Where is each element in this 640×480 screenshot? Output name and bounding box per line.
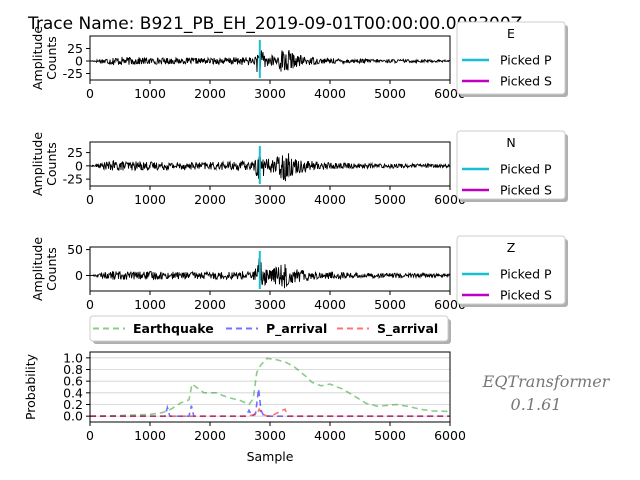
x-tick-label: 4000 bbox=[314, 86, 346, 101]
series-s-arrival bbox=[90, 407, 450, 418]
data-layer bbox=[90, 357, 450, 418]
x-tick-label: 3000 bbox=[254, 192, 286, 207]
y-tick-label: 50 bbox=[67, 242, 83, 257]
axes-frame bbox=[89, 246, 451, 292]
x-tick-label: 4000 bbox=[314, 297, 346, 312]
legend-entry: Picked P bbox=[500, 162, 552, 177]
x-tick-label: 6000 bbox=[434, 428, 466, 443]
legend-entry: P_arrival bbox=[266, 321, 327, 337]
legend-entry: Picked S bbox=[500, 74, 552, 89]
y-tick-label: -25 bbox=[63, 172, 83, 187]
legend-box bbox=[456, 235, 566, 305]
legend-title: E bbox=[507, 26, 515, 41]
figure-title: Trace Name: B921_PB_EH_2019-09-01T00:00:… bbox=[27, 14, 522, 34]
y-tick-label: 0.8 bbox=[63, 362, 83, 377]
x-tick-label: 0 bbox=[86, 192, 94, 207]
credit-line-1: EQTransformer bbox=[482, 372, 611, 391]
x-tick-label: 5000 bbox=[374, 192, 406, 207]
subplot-1: 0 1000 2000 3000 4000 5000 6000-25025Amplitude… bbox=[30, 21, 568, 101]
legend: Z Picked P Picked S bbox=[456, 235, 568, 307]
x-tick-label: 1000 bbox=[134, 297, 166, 312]
legend-entry: Picked P bbox=[500, 267, 552, 282]
subplot-2: 0 1000 2000 3000 4000 5000 6000-25025Amplitude… bbox=[30, 130, 568, 207]
y-tick-label: 0.2 bbox=[63, 397, 83, 412]
x-tick-label: 2000 bbox=[194, 297, 226, 312]
legend: N Picked P Picked S bbox=[456, 130, 568, 202]
x-axis-label: Sample bbox=[247, 449, 294, 464]
legend-title: N bbox=[506, 135, 515, 150]
x-tick-label: 3000 bbox=[254, 297, 286, 312]
y-tick-label: 0.4 bbox=[63, 385, 83, 400]
y-tick-label: 0 bbox=[75, 54, 83, 69]
x-tick-label: 2000 bbox=[194, 428, 226, 443]
data-layer bbox=[90, 251, 450, 289]
x-tick-label: 3000 bbox=[254, 428, 286, 443]
y-axis-label: Amplitude bbox=[30, 132, 45, 196]
series-p-arrival bbox=[90, 388, 450, 418]
x-tick-label: 3000 bbox=[254, 86, 286, 101]
x-tick-label: 0 bbox=[86, 86, 94, 101]
legend-entry: S_arrival bbox=[377, 321, 438, 337]
y-tick-label: 1.0 bbox=[63, 350, 83, 365]
legend-box bbox=[456, 21, 566, 95]
x-tick-label: 0 bbox=[86, 297, 94, 312]
y-axis-label: Probability bbox=[23, 353, 38, 420]
x-tick-label: 1000 bbox=[134, 192, 166, 207]
x-tick-label: 1000 bbox=[134, 428, 166, 443]
legend-entry: Earthquake bbox=[133, 321, 214, 336]
x-tick-label: 4000 bbox=[314, 192, 346, 207]
x-tick-label: 5000 bbox=[374, 297, 406, 312]
legend: E Picked P Picked S bbox=[456, 21, 568, 97]
y-tick-label: 25 bbox=[67, 145, 83, 160]
y-axis-label: Counts bbox=[44, 142, 59, 186]
legend-title: Z bbox=[507, 240, 516, 255]
x-tick-label: 4000 bbox=[314, 428, 346, 443]
waveform-N bbox=[90, 153, 450, 182]
plot-area: 0 1000 2000 3000 4000 5000 6000-25025Amplitude… bbox=[23, 21, 568, 464]
legend-box bbox=[456, 130, 566, 200]
y-axis-label: Amplitude bbox=[30, 26, 45, 90]
series-earthquake bbox=[90, 357, 450, 417]
x-tick-label: 5000 bbox=[374, 428, 406, 443]
y-tick-label: 0.6 bbox=[63, 374, 83, 389]
subplot-4: 0 1000 2000 3000 4000 5000 6000 0.00.20.40.60.8… bbox=[23, 315, 466, 464]
y-tick-label: 0 bbox=[75, 268, 83, 283]
legend: Earthquake P_arrival S_arrival bbox=[89, 315, 451, 344]
x-tick-label: 0 bbox=[86, 428, 94, 443]
waveform-Z bbox=[90, 257, 450, 289]
legend-entry: Picked S bbox=[500, 183, 552, 198]
data-layer bbox=[90, 40, 450, 78]
y-tick-label: 0 bbox=[75, 158, 83, 173]
y-axis-label: Counts bbox=[44, 36, 59, 80]
x-tick-label: 2000 bbox=[194, 86, 226, 101]
data-layer bbox=[90, 146, 450, 184]
y-axis-label: Amplitude bbox=[30, 237, 45, 301]
y-axis-label: Counts bbox=[44, 247, 59, 291]
y-tick-label: 25 bbox=[67, 41, 83, 56]
legend-entry: Picked S bbox=[500, 288, 552, 303]
credit-line-2: 0.1.61 bbox=[511, 395, 562, 414]
legend-box bbox=[89, 315, 449, 342]
x-tick-label: 5000 bbox=[374, 86, 406, 101]
y-tick-label: 0.0 bbox=[63, 409, 83, 424]
credit-text: EQTransformer 0.1.61 bbox=[482, 372, 611, 414]
waveform-E bbox=[90, 49, 450, 73]
y-tick-label: -25 bbox=[63, 66, 83, 81]
legend-entry: Picked P bbox=[500, 53, 552, 68]
x-tick-label: 2000 bbox=[194, 192, 226, 207]
axes-frame bbox=[89, 351, 451, 423]
x-tick-label: 1000 bbox=[134, 86, 166, 101]
